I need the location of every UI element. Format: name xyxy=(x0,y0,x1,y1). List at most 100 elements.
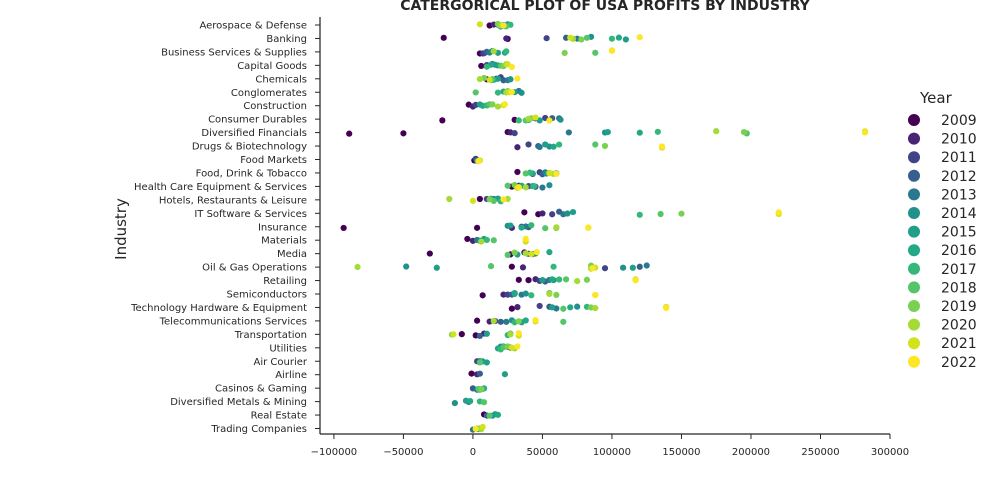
data-point xyxy=(426,250,433,257)
data-point xyxy=(533,249,540,256)
data-point xyxy=(507,331,514,338)
data-point xyxy=(503,318,510,325)
category-label: Diversified Metals & Mining xyxy=(170,397,307,408)
legend-marker xyxy=(908,244,920,257)
data-point xyxy=(504,182,511,189)
data-point xyxy=(525,141,532,148)
category-label: Drugs & Biotechnology xyxy=(192,142,307,153)
legend-label: 2014 xyxy=(941,206,977,222)
data-point xyxy=(713,128,720,135)
data-point xyxy=(346,130,353,137)
data-point xyxy=(522,170,529,177)
data-point xyxy=(636,34,643,41)
legend: Year 2009 2010 2011 2012 2013 2014 2015 2016 201… xyxy=(908,89,977,371)
data-point xyxy=(583,34,591,41)
category-label: Airline xyxy=(275,370,307,381)
data-point xyxy=(608,35,616,42)
data-point xyxy=(515,276,522,283)
data-point xyxy=(507,76,514,83)
data-point xyxy=(473,317,481,324)
legend-label: 2021 xyxy=(941,336,977,352)
data-point xyxy=(522,250,529,257)
legend-marker xyxy=(908,114,920,126)
data-point xyxy=(775,209,782,216)
data-point xyxy=(663,304,670,312)
data-point xyxy=(536,302,543,310)
legend-marker xyxy=(908,281,920,294)
data-point xyxy=(486,412,493,419)
data-point xyxy=(400,130,407,137)
data-point xyxy=(508,344,515,351)
data-point xyxy=(472,425,479,432)
data-point xyxy=(468,370,475,377)
data-point xyxy=(440,34,447,41)
category-label: IT Software & Services xyxy=(194,209,307,220)
data-point xyxy=(464,235,471,243)
data-point xyxy=(549,211,556,218)
data-point xyxy=(636,129,643,136)
data-point xyxy=(622,36,629,43)
data-point xyxy=(494,411,502,418)
data-point xyxy=(483,330,490,337)
data-point xyxy=(567,304,574,311)
data-point xyxy=(592,292,599,299)
data-point xyxy=(479,292,486,299)
data-point xyxy=(549,276,556,283)
data-point xyxy=(585,224,592,231)
data-point xyxy=(565,129,572,136)
data-point xyxy=(515,330,522,337)
data-point xyxy=(556,276,563,283)
data-point xyxy=(478,62,485,70)
data-point xyxy=(678,210,685,217)
legend-marker xyxy=(908,151,920,164)
data-point xyxy=(340,224,347,232)
data-point xyxy=(601,142,609,150)
data-point xyxy=(472,89,479,96)
category-label: Food Markets xyxy=(240,155,307,166)
data-point xyxy=(494,89,502,96)
data-point xyxy=(536,143,543,151)
data-point xyxy=(467,398,474,405)
data-point xyxy=(476,21,483,28)
data-point xyxy=(550,143,557,150)
data-point xyxy=(561,49,568,57)
category-label: Consumer Durables xyxy=(208,115,307,126)
category-label: Chemicals xyxy=(255,74,307,85)
legend-label: 2010 xyxy=(941,132,977,148)
category-label: Business Services & Supplies xyxy=(161,47,307,58)
category-label: Casinos & Gaming xyxy=(215,384,307,395)
data-point xyxy=(562,276,570,283)
category-label: Transportation xyxy=(234,330,307,341)
data-point xyxy=(515,117,522,124)
data-point xyxy=(546,290,553,298)
x-tick-label: 150000 xyxy=(662,447,700,458)
data-point xyxy=(578,36,585,43)
y-categories: Aerospace & Defense Banking Business Servi… xyxy=(130,21,320,435)
data-point xyxy=(507,222,514,229)
category-label: Insurance xyxy=(258,222,307,233)
data-point xyxy=(451,400,458,407)
data-point xyxy=(483,236,490,244)
data-point xyxy=(504,251,511,258)
data-point xyxy=(629,264,636,271)
data-point xyxy=(643,262,650,269)
data-point xyxy=(508,88,515,96)
legend-marker xyxy=(908,169,920,182)
data-point xyxy=(514,168,521,176)
category-label: Trading Companies xyxy=(210,424,307,435)
legend-label: 2019 xyxy=(941,299,977,315)
data-point xyxy=(508,305,515,312)
legend-marker xyxy=(908,132,920,145)
data-point xyxy=(574,278,581,285)
category-label: Health Care Equipment & Services xyxy=(134,182,307,193)
category-label: Diversified Financials xyxy=(201,128,307,139)
category-label: Materials xyxy=(261,236,307,247)
category-label: Food, Drink & Tobacco xyxy=(196,168,307,179)
data-point xyxy=(522,235,529,242)
legend-title: Year xyxy=(919,89,953,107)
data-point xyxy=(556,141,563,148)
data-point xyxy=(560,318,567,325)
data-point xyxy=(525,115,532,123)
data-point xyxy=(486,196,493,203)
legend-label: 2013 xyxy=(941,187,977,203)
